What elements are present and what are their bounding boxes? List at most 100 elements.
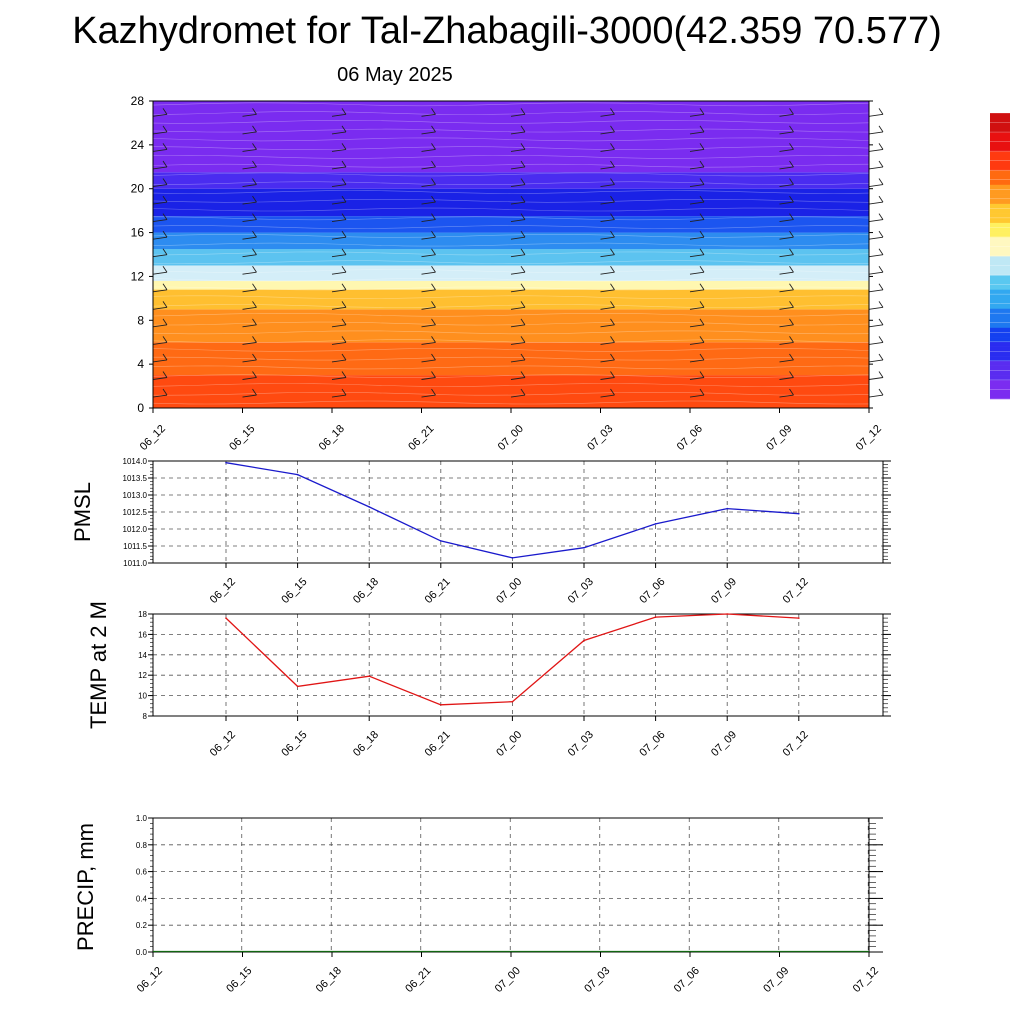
wind-barb-feather — [610, 178, 615, 185]
wind-barb-feather — [431, 108, 436, 115]
x-tick-label: 06_18 — [314, 965, 344, 995]
x-tick-label: 07_03 — [585, 423, 615, 453]
wind-barb-feather — [162, 125, 168, 133]
colorbar-step — [990, 122, 1010, 128]
wind-barb-feather — [699, 248, 705, 255]
wind-barb — [331, 184, 347, 187]
contour-line — [153, 356, 870, 361]
wind-barb — [779, 394, 794, 398]
wind-barb-feather — [610, 353, 615, 361]
wind-barb-feather — [341, 265, 347, 273]
wind-barb — [152, 254, 168, 258]
colorbar-step — [990, 113, 1010, 119]
wind-barb-feather — [162, 353, 168, 361]
heatmap-band — [153, 342, 869, 376]
colorbar-step — [990, 146, 1010, 152]
wind-barb — [152, 394, 168, 398]
colorbar-step — [990, 384, 1010, 390]
wind-barb — [421, 148, 436, 152]
heatmap-band — [153, 265, 869, 281]
colorbar-step — [990, 222, 1010, 228]
heatmap-band — [153, 289, 869, 310]
wind-barb-feather — [252, 353, 257, 361]
wind-barb-feather — [789, 318, 794, 326]
y-tick-label: 18 — [138, 610, 147, 619]
wind-barb-feather — [341, 301, 347, 308]
heatmap-band — [153, 172, 869, 189]
panel-frame — [152, 460, 884, 564]
wind-barb — [600, 377, 615, 380]
wind-barb — [510, 324, 526, 328]
wind-barb-feather — [699, 318, 705, 326]
wind-barb — [868, 306, 884, 310]
wind-barb-feather — [162, 301, 168, 308]
wind-barb — [331, 341, 347, 345]
wind-barb-feather — [341, 195, 347, 203]
colorbar-step — [990, 351, 1010, 357]
wind-barb — [152, 359, 168, 363]
wind-barb-feather — [699, 265, 705, 273]
y-tick-label: 20 — [131, 182, 145, 196]
wind-barb — [510, 131, 526, 135]
wind-barb-feather — [341, 388, 347, 396]
x-tick-label: 06_12 — [208, 729, 238, 759]
wind-barb-feather — [431, 178, 436, 185]
wind-barb — [242, 113, 257, 117]
y-axis-label: PRECIP, mm — [73, 823, 98, 951]
pmsl-panel: 1011.0 1011.5 1012.0 1012.5 1013.0 1013.5 1014… — [70, 457, 891, 606]
colorbar-step — [990, 322, 1010, 328]
wind-barb — [689, 394, 705, 398]
wind-barb-feather — [520, 213, 526, 220]
heatmap-band — [153, 280, 869, 290]
wind-barb-feather — [878, 125, 884, 133]
wind-barb — [242, 131, 257, 135]
wind-barb — [242, 341, 257, 345]
series-point — [511, 700, 514, 703]
wind-barb-feather — [699, 178, 705, 185]
wind-barb-feather — [162, 213, 168, 220]
colorbar-step — [990, 379, 1010, 385]
wind-barb — [152, 324, 168, 328]
x-tick-label: 06_15 — [279, 729, 309, 759]
temp-panel: 8 10 12 14 16 18 06_12 06_15 06_18 06_21 07_00 07_0… — [86, 601, 891, 759]
contour-line — [152, 251, 870, 256]
wind-barb — [779, 148, 794, 152]
colorbar-step — [990, 246, 1010, 252]
y-tick-label: 0.8 — [136, 841, 148, 850]
wind-barb-feather — [789, 353, 794, 361]
wind-barb — [510, 289, 526, 293]
wind-barb-feather — [610, 125, 615, 133]
wind-barb-feather — [341, 353, 347, 361]
wind-barb — [689, 306, 705, 310]
colorbar-step — [990, 317, 1010, 324]
wind-barb — [421, 377, 436, 380]
wind-barb-feather — [878, 143, 884, 150]
wind-barb — [510, 341, 526, 345]
x-tick-label: 07_12 — [854, 423, 884, 453]
wind-barb — [331, 394, 347, 398]
wind-barb-feather — [162, 248, 168, 255]
x-tick-label: 07_06 — [675, 423, 705, 453]
wind-barb — [421, 359, 436, 363]
colorbar-step — [990, 217, 1010, 223]
wind-barb-feather — [878, 265, 884, 273]
colorbar-step — [990, 389, 1010, 395]
contour-line — [152, 260, 870, 265]
wind-barb — [868, 341, 884, 345]
wind-barb-feather — [341, 371, 347, 378]
heatmap-band — [153, 375, 869, 408]
y-tick-label: 1011.5 — [123, 542, 147, 551]
series-point — [798, 512, 800, 515]
wind-barb-feather — [252, 213, 257, 220]
series-point — [798, 617, 800, 619]
wind-barb — [331, 236, 347, 240]
contour-line — [152, 190, 870, 194]
wind-barb-feather — [878, 160, 884, 168]
wind-barb — [331, 131, 347, 135]
wind-barb — [510, 219, 526, 223]
wind-barb-feather — [162, 371, 168, 378]
wind-barb-feather — [341, 248, 347, 255]
colorbar-step — [990, 141, 1010, 147]
wind-barb-feather — [789, 265, 794, 273]
